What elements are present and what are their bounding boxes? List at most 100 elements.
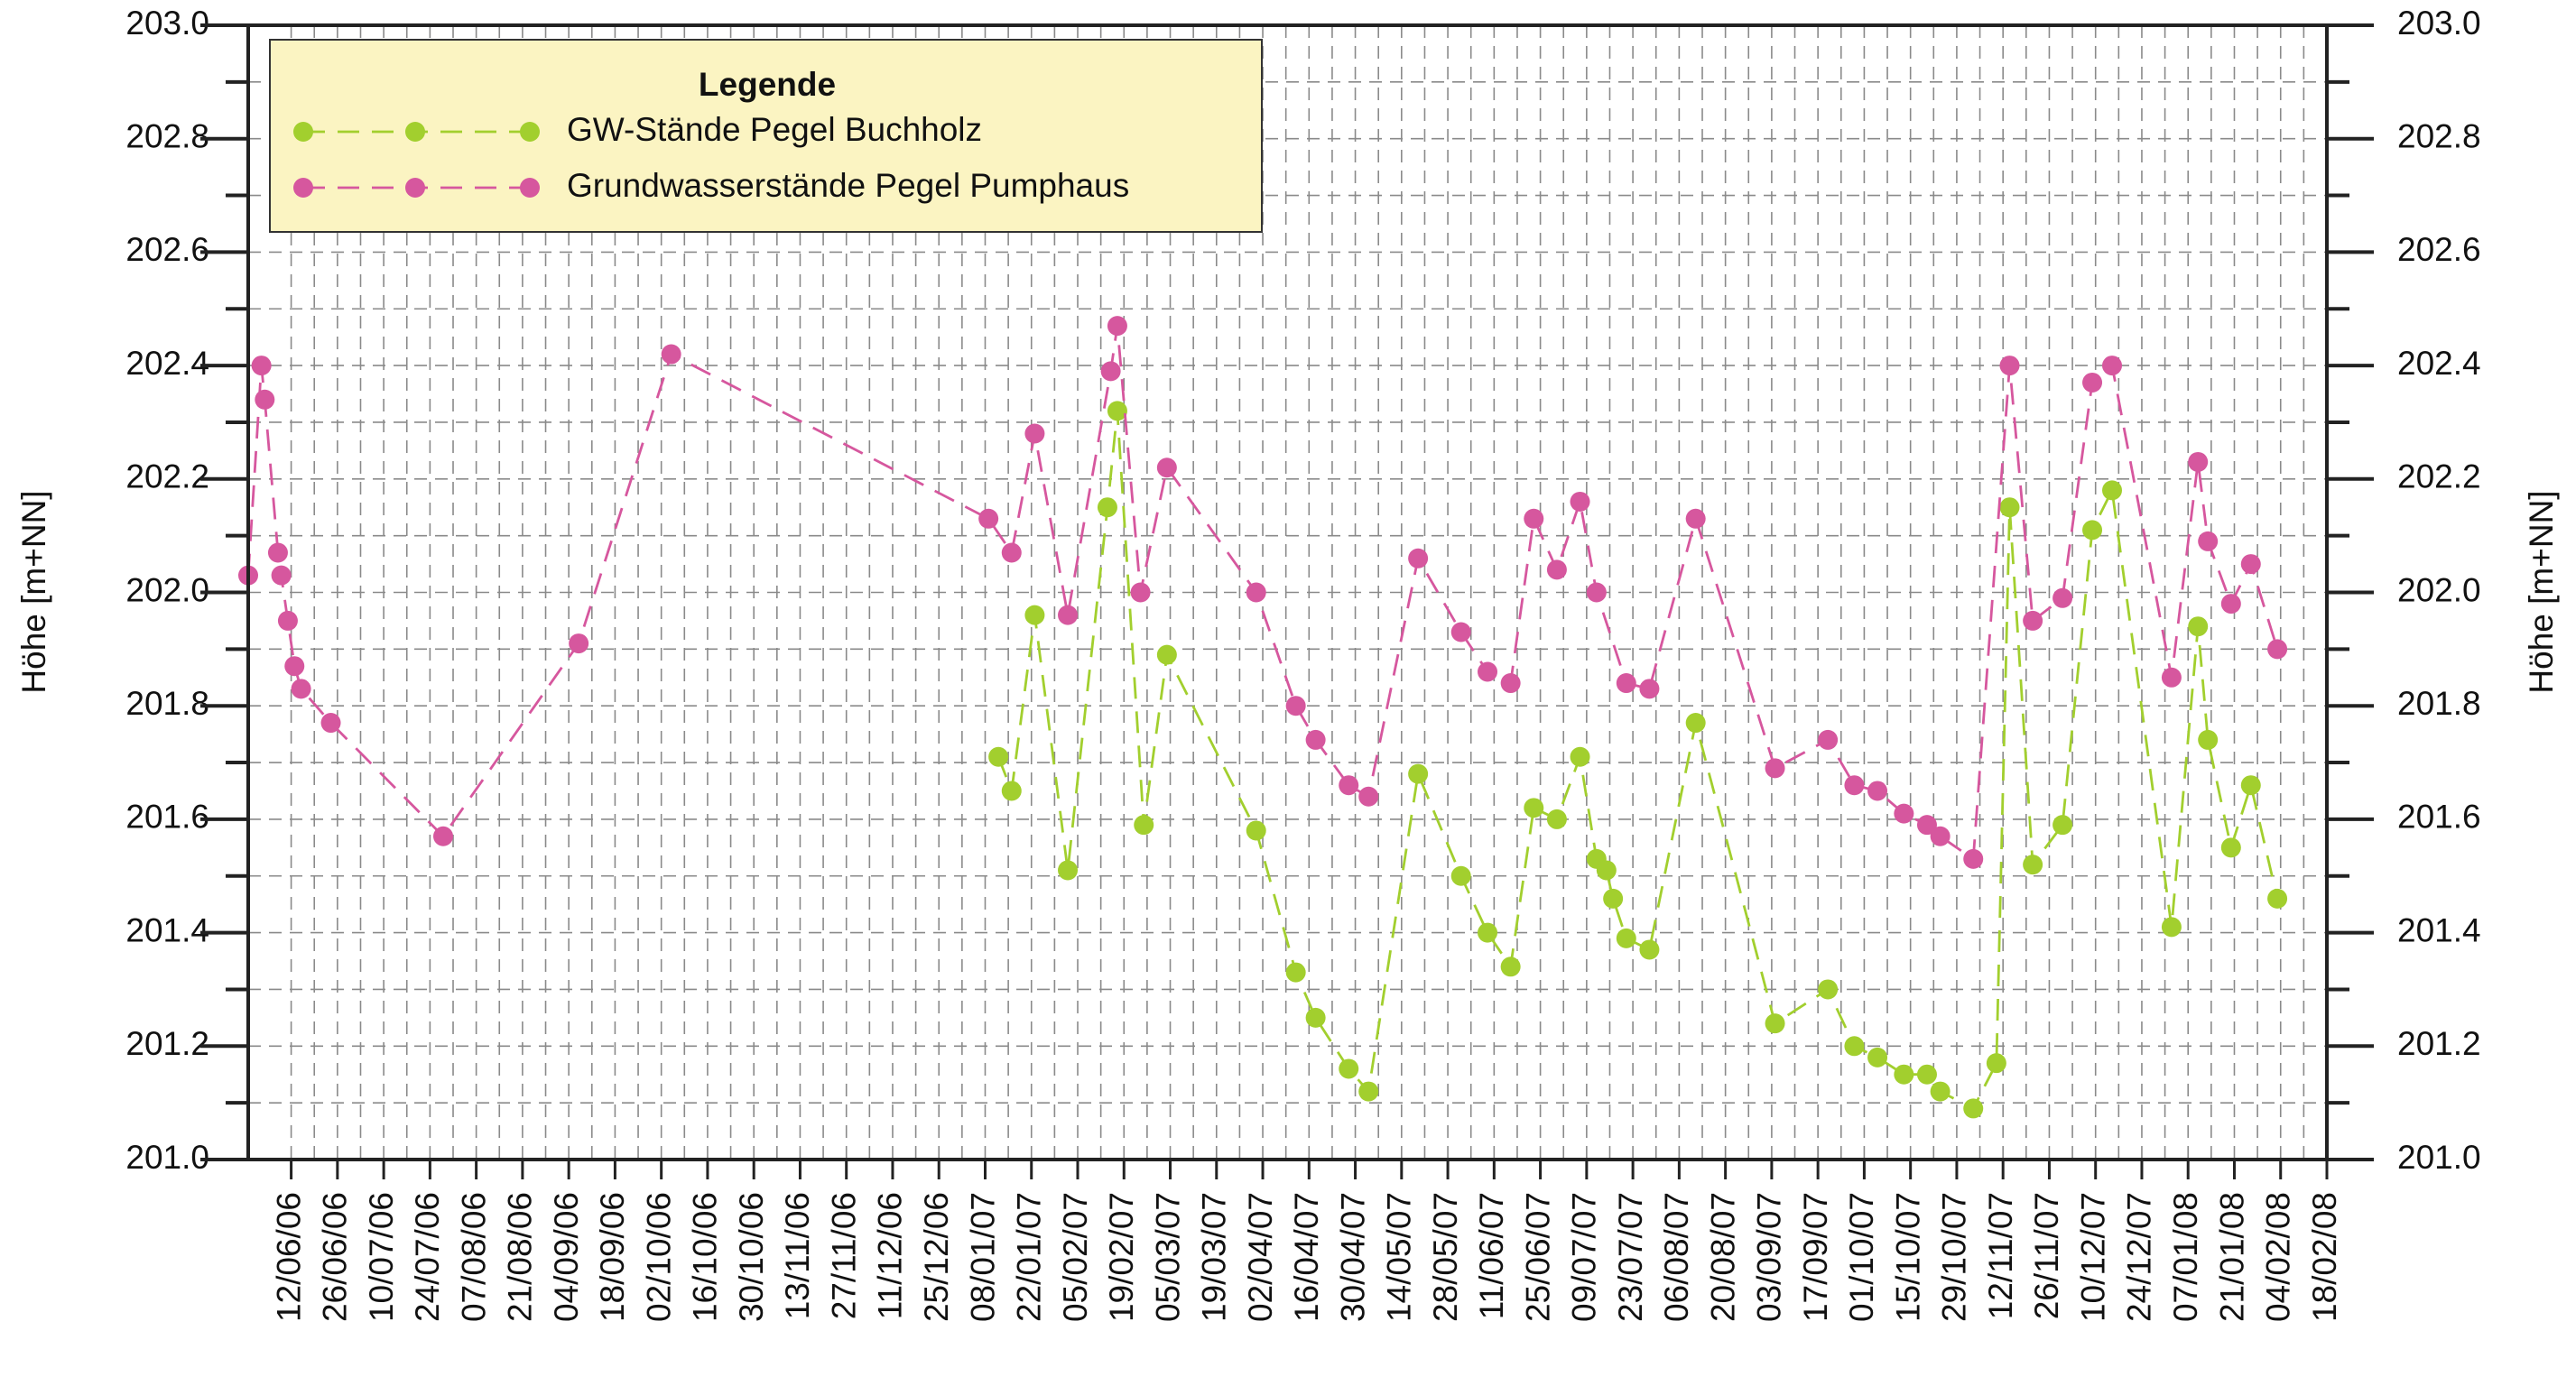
data-point xyxy=(1596,860,1617,881)
x-tick-label: 18/09/06 xyxy=(594,1192,631,1322)
data-point xyxy=(661,344,681,365)
data-point xyxy=(1285,962,1306,983)
x-tick-label: 07/01/08 xyxy=(2167,1192,2204,1322)
y2-tick-label: 203.0 xyxy=(2397,5,2481,42)
data-point xyxy=(1097,497,1117,518)
legend-label: GW-Stände Pegel Buchholz xyxy=(567,111,982,148)
x-tick-label: 15/10/07 xyxy=(1889,1192,1926,1322)
y2-tick-label: 202.2 xyxy=(2397,458,2481,495)
data-point xyxy=(2023,610,2043,631)
legend-marker xyxy=(520,122,540,142)
y2-tick-label: 202.6 xyxy=(2397,231,2481,268)
x-tick-label: 30/10/06 xyxy=(733,1192,770,1322)
data-point xyxy=(1894,803,1914,824)
data-point xyxy=(1107,316,1127,337)
data-point xyxy=(2198,729,2219,750)
x-tick-label: 05/03/07 xyxy=(1149,1192,1186,1322)
data-point xyxy=(2082,520,2103,541)
data-point xyxy=(1408,763,1429,784)
data-point xyxy=(1570,746,1590,767)
y-tick-label: 201.8 xyxy=(125,685,209,722)
x-tick-label: 09/07/07 xyxy=(1566,1192,1603,1322)
x-tick-label: 12/11/07 xyxy=(1982,1192,2019,1319)
data-point xyxy=(1285,696,1306,716)
data-point xyxy=(1450,622,1471,642)
y-tick-label: 202.2 xyxy=(125,458,209,495)
data-point xyxy=(2052,587,2073,608)
y2-tick-label: 201.6 xyxy=(2397,799,2481,836)
data-point xyxy=(1500,957,1521,977)
y2-tick-label: 201.0 xyxy=(2397,1139,2481,1176)
data-point xyxy=(1930,1081,1951,1102)
data-point xyxy=(978,508,999,529)
legend-marker xyxy=(293,178,313,198)
y-tick-label: 202.8 xyxy=(125,117,209,154)
x-tick-label: 26/06/06 xyxy=(317,1192,354,1322)
data-point xyxy=(1450,865,1471,886)
data-point xyxy=(1963,848,1984,869)
data-point xyxy=(291,679,311,699)
data-point xyxy=(2082,372,2103,393)
x-tick-label: 16/10/06 xyxy=(687,1192,724,1322)
data-point xyxy=(1616,673,1636,694)
data-point xyxy=(1963,1098,1984,1119)
data-point xyxy=(1916,1064,1937,1085)
x-tick-label: 24/07/06 xyxy=(409,1192,446,1322)
data-point xyxy=(277,610,298,631)
x-tick-label: 26/11/07 xyxy=(2028,1192,2065,1319)
data-point xyxy=(569,633,589,654)
x-tick-label: 19/02/07 xyxy=(1103,1192,1140,1322)
x-tick-label: 16/04/07 xyxy=(1288,1192,1325,1322)
data-point xyxy=(1478,661,1498,682)
data-point xyxy=(1546,559,1567,580)
data-point xyxy=(1616,928,1636,948)
data-point xyxy=(1586,582,1607,603)
data-point xyxy=(284,656,305,677)
data-point xyxy=(2023,855,2043,875)
y2-tick-label: 201.4 xyxy=(2397,911,2481,948)
data-point xyxy=(1024,605,1045,625)
data-point xyxy=(1478,922,1498,943)
legend-title: Legende xyxy=(699,66,836,103)
legend-marker xyxy=(520,178,540,198)
data-point xyxy=(1639,679,1660,699)
data-point xyxy=(1546,809,1567,829)
legend: Legende GW-Stände Pegel Buchholz Grundwa… xyxy=(269,39,1263,233)
data-point xyxy=(1100,361,1121,382)
y-tick-label: 201.0 xyxy=(125,1139,209,1176)
data-point xyxy=(320,713,341,734)
data-point xyxy=(1999,497,2020,518)
x-tick-label: 22/01/07 xyxy=(1011,1192,1048,1322)
data-point xyxy=(1867,1047,1888,1067)
y-axis-label: Höhe [m+NN] xyxy=(15,490,52,693)
y2-tick-label: 202.8 xyxy=(2397,117,2481,154)
data-point xyxy=(1916,815,1937,836)
data-point xyxy=(2102,356,2123,376)
data-point xyxy=(2188,616,2209,637)
x-tick-label: 08/01/07 xyxy=(964,1192,1001,1322)
x-tick-label: 06/08/07 xyxy=(1658,1192,1695,1322)
y-tick-label: 202.6 xyxy=(125,231,209,268)
legend-box xyxy=(269,39,1263,233)
data-point xyxy=(1305,729,1326,750)
x-tick-label: 10/12/07 xyxy=(2074,1192,2111,1322)
x-tick-label: 13/11/06 xyxy=(779,1192,816,1319)
data-point xyxy=(2052,815,2073,836)
x-tick-label: 03/09/07 xyxy=(1751,1192,1788,1322)
y2-tick-label: 201.2 xyxy=(2397,1025,2481,1062)
data-point xyxy=(1246,582,1266,603)
data-point xyxy=(1058,605,1079,625)
x-tick-label: 29/10/07 xyxy=(1936,1192,1973,1322)
x-tick-label: 01/10/07 xyxy=(1843,1192,1880,1322)
data-point xyxy=(2161,917,2182,938)
data-point xyxy=(267,542,288,563)
data-point xyxy=(2161,667,2182,688)
series-line xyxy=(996,411,2279,1111)
x-tick-label: 04/09/06 xyxy=(548,1192,585,1322)
x-tick-label: 04/02/08 xyxy=(2260,1192,2297,1322)
data-point xyxy=(1134,815,1154,836)
data-point xyxy=(1844,775,1865,796)
data-point xyxy=(1765,758,1785,779)
x-tick-label: 11/12/06 xyxy=(872,1192,909,1319)
